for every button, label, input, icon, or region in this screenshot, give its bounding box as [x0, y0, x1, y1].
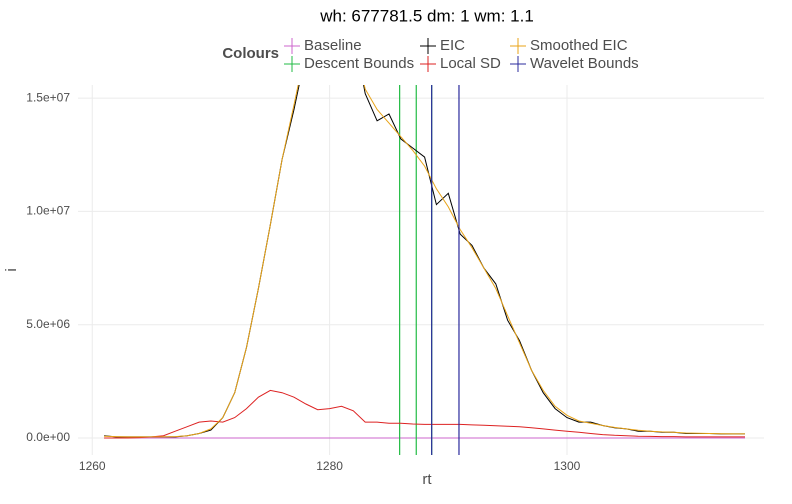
x-tick-label: 1280	[316, 459, 343, 473]
y-tick-label: 5.0e+06	[26, 317, 70, 331]
legend-title: Colours	[222, 45, 279, 62]
y-tick-label: 1.5e+07	[26, 90, 70, 104]
legend-label: Descent Bounds	[304, 55, 414, 72]
y-tick-label: 1.0e+07	[26, 204, 70, 218]
y-axis-title: i	[3, 268, 20, 271]
series-line	[104, 389, 745, 439]
chart-title: wh: 677781.5 dm: 1 wm: 1.1	[319, 6, 534, 25]
legend-label: EIC	[440, 37, 465, 54]
legend-label: Smoothed EIC	[530, 37, 628, 54]
series-line	[104, 85, 745, 438]
legend-label: Wavelet Bounds	[530, 55, 639, 72]
legend-label: Local SD	[440, 55, 501, 72]
plot-area	[104, 85, 745, 455]
x-axis-title: rt	[422, 471, 432, 488]
y-tick-label: 0.0e+00	[26, 430, 70, 444]
series-line	[104, 85, 745, 438]
legend-label: Baseline	[304, 37, 362, 54]
x-tick-label: 1260	[79, 459, 106, 473]
x-tick-label: 1300	[554, 459, 581, 473]
